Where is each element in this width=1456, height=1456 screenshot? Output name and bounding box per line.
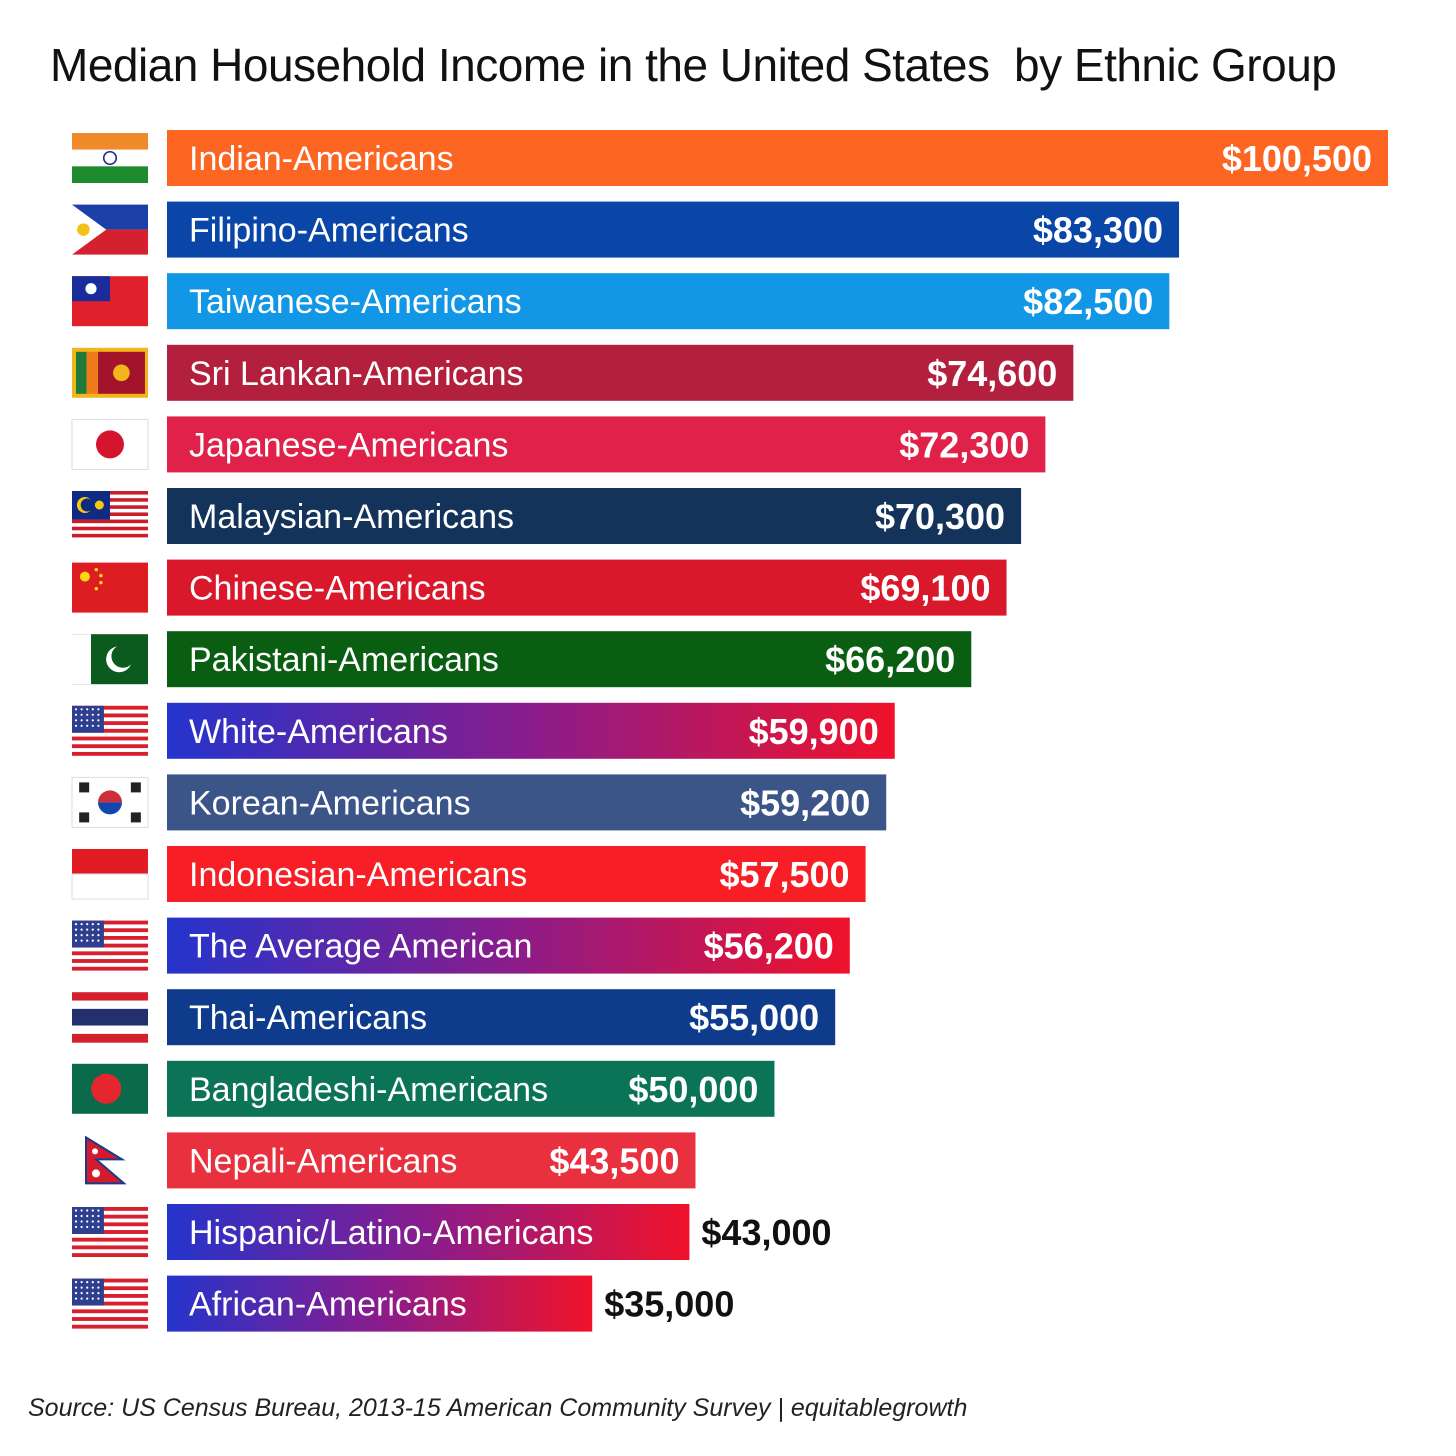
category-label: Chinese-Americans bbox=[189, 570, 486, 608]
category-label: Indian-Americans bbox=[189, 140, 454, 178]
category-label: The Average American bbox=[189, 928, 532, 966]
value-label: $66,200 bbox=[825, 639, 955, 680]
bar bbox=[167, 130, 1388, 186]
bar bbox=[167, 989, 836, 1046]
value-label: $50,000 bbox=[628, 1069, 758, 1110]
sri-lanka-flag-icon bbox=[72, 347, 148, 398]
india-flag-icon bbox=[72, 133, 148, 183]
bars-layer: Indian-Americans $100,500 Filipino-America… bbox=[167, 130, 1388, 1332]
bar bbox=[167, 917, 850, 974]
category-label: Taiwanese-Americans bbox=[189, 283, 522, 321]
value-label: $57,500 bbox=[719, 854, 849, 895]
chart-title: Median Household Income in the United St… bbox=[50, 39, 1337, 91]
bar bbox=[167, 1060, 775, 1117]
bar bbox=[167, 488, 1022, 544]
value-label: $35,000 bbox=[604, 1284, 734, 1325]
value-label: $83,300 bbox=[1033, 210, 1163, 251]
china-flag-icon bbox=[72, 562, 148, 613]
bar bbox=[167, 201, 1180, 258]
value-label: $69,100 bbox=[860, 568, 990, 609]
value-label: $82,500 bbox=[1023, 281, 1153, 322]
value-label: $72,300 bbox=[899, 424, 1029, 465]
bangladesh-flag-icon bbox=[72, 1063, 148, 1114]
bar bbox=[167, 1132, 696, 1189]
value-label: $100,500 bbox=[1222, 138, 1372, 179]
taiwan-flag-icon bbox=[72, 276, 148, 327]
bar bbox=[167, 774, 887, 831]
bar bbox=[167, 631, 972, 688]
category-label: African-Americans bbox=[189, 1286, 467, 1324]
value-label: $56,200 bbox=[704, 926, 834, 967]
category-label: Hispanic/Latino-Americans bbox=[189, 1214, 593, 1252]
value-label: $59,200 bbox=[740, 782, 870, 823]
category-label: Indonesian-Americans bbox=[189, 856, 527, 894]
usa-flag-icon bbox=[72, 705, 148, 756]
value-label: $43,000 bbox=[701, 1212, 831, 1253]
category-label: Bangladeshi-Americans bbox=[189, 1071, 548, 1109]
usa-flag-icon bbox=[72, 1207, 148, 1257]
south-korea-flag-icon bbox=[71, 776, 149, 828]
value-label: $59,900 bbox=[749, 711, 879, 752]
category-label: Sri Lankan-Americans bbox=[189, 355, 523, 393]
usa-flag-icon bbox=[72, 1278, 148, 1329]
bar bbox=[167, 702, 895, 759]
category-label: Filipino-Americans bbox=[189, 212, 469, 250]
value-label: $74,600 bbox=[927, 353, 1057, 394]
category-label: Thai-Americans bbox=[189, 999, 427, 1037]
bar bbox=[167, 344, 1074, 401]
philippines-flag-icon bbox=[72, 204, 148, 255]
category-label: Japanese-Americans bbox=[189, 426, 508, 464]
bar bbox=[167, 1275, 593, 1332]
bar bbox=[167, 416, 1046, 473]
value-label: $43,500 bbox=[549, 1140, 679, 1181]
source-note: Source: US Census Bureau, 2013-15 Americ… bbox=[28, 1394, 968, 1422]
flags-layer bbox=[71, 133, 149, 1329]
category-label: White-Americans bbox=[189, 713, 448, 751]
category-label: Pakistani-Americans bbox=[189, 641, 499, 679]
thailand-flag-icon bbox=[72, 992, 148, 1043]
bar bbox=[167, 846, 866, 902]
usa-flag-icon bbox=[72, 920, 148, 971]
category-label: Nepali-Americans bbox=[189, 1142, 457, 1180]
nepal-flag-icon bbox=[85, 1135, 127, 1185]
malaysia-flag-icon bbox=[72, 491, 148, 541]
japan-flag-icon bbox=[71, 418, 149, 470]
bar bbox=[167, 559, 1007, 616]
pakistan-flag-icon bbox=[72, 634, 148, 685]
indonesia-flag-icon bbox=[71, 849, 149, 900]
category-label: Korean-Americans bbox=[189, 784, 471, 822]
bar bbox=[167, 1204, 690, 1260]
category-label: Malaysian-Americans bbox=[189, 498, 514, 536]
value-label: $55,000 bbox=[689, 997, 819, 1038]
bar bbox=[167, 273, 1170, 330]
value-label: $70,300 bbox=[875, 496, 1005, 537]
